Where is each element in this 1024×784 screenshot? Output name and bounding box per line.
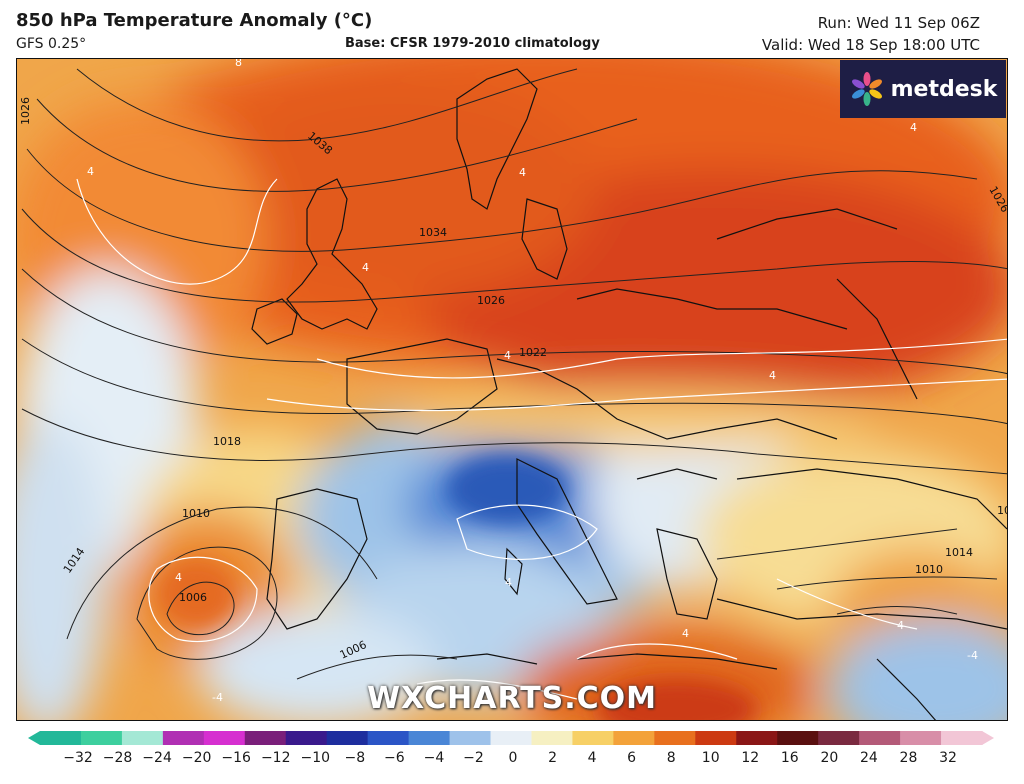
colorbar-tick-label: −8	[344, 750, 366, 766]
colorbar-tick-label: 6	[627, 750, 637, 766]
isobar-label: 1022	[519, 346, 547, 359]
colorbar-tick-label: 10	[701, 750, 720, 766]
chart-title: 850 hPa Temperature Anomaly (°C)	[16, 10, 373, 31]
colorbar-arrow-right	[982, 731, 994, 745]
colorbar-tick-label: 0	[508, 750, 518, 766]
colorbar-cell	[162, 731, 205, 745]
anomaly-label: 4	[769, 369, 776, 382]
colorbar-tick-label: 2	[548, 750, 557, 766]
colorbar-cell	[654, 731, 696, 745]
colorbar-tick-label: −12	[260, 750, 291, 766]
isobar-label: 1026	[19, 97, 32, 125]
isobar-label: 1018	[213, 435, 241, 448]
colorbar-ticks: −32 −28 −24 −20 −16 −12 −10 −8 −6 −4 −2 0 2 4 6 8 10 12 16…	[0, 750, 1024, 770]
colorbar-tick-label: −16	[221, 750, 251, 766]
anomaly-label: -4	[212, 691, 223, 704]
colorbar-cell	[900, 731, 942, 745]
colorbar-cell	[572, 731, 614, 745]
colorbar-tick-label: 16	[780, 750, 799, 766]
colorbar	[28, 731, 994, 745]
anomaly-label: 4	[682, 627, 689, 640]
anomaly-label: 4	[504, 349, 511, 362]
flower-icon	[851, 72, 882, 106]
anomaly-label: 4	[505, 576, 512, 589]
colorbar-tick-label: 28	[899, 750, 918, 766]
colorbar-tick-label: −24	[142, 750, 172, 766]
colorbar-cell	[941, 731, 983, 745]
colorbar-tick-label: −28	[102, 750, 133, 766]
colorbar-tick-label: 20	[820, 750, 839, 766]
colorbar-cell	[531, 731, 574, 745]
anomaly-label: 4	[362, 261, 369, 274]
colorbar-tick-label: −20	[181, 750, 212, 766]
anomaly-label: 4	[87, 165, 94, 178]
isobar-label: 1018	[997, 504, 1008, 517]
colorbar-cell	[408, 731, 451, 745]
map-canvas: 1038 1034 1026 1022 1018 1014 1010 1006 …	[17, 59, 1008, 720]
anomaly-field	[17, 59, 1007, 720]
colorbar-cell	[203, 731, 246, 745]
colorbar-cell	[80, 731, 123, 745]
colorbar-tick-label: 8	[666, 750, 676, 766]
colorbar-cell	[121, 731, 164, 745]
colorbar-tick-label: −2	[463, 750, 484, 766]
anomaly-label: 4	[175, 571, 182, 584]
wxcharts-watermark: WXCHARTS.COM	[366, 681, 658, 716]
isobar-label: 1034	[419, 226, 447, 239]
metdesk-logo-text: metdesk	[890, 76, 998, 102]
anomaly-label: 4	[910, 121, 917, 134]
coastlines	[251, 68, 1007, 720]
colorbar-cell	[818, 731, 860, 745]
colorbar-cell	[613, 731, 655, 745]
anomaly-labels: 8 4 4 4 4 4 4 -4 4 4 4 4 -4	[87, 59, 978, 704]
model-label: GFS 0.25°	[16, 36, 87, 52]
colorbar-cell	[859, 731, 901, 745]
colorbar-cell	[736, 731, 778, 745]
anomaly-label: 8	[235, 59, 242, 69]
colorbar-tick-label: −10	[300, 750, 331, 766]
colorbar-tick-label: 24	[859, 750, 878, 766]
isobar-label: 1010	[182, 507, 210, 520]
isobars	[21, 68, 1007, 680]
anomaly-label: 4	[897, 619, 904, 632]
isobar-label: 1010	[915, 563, 943, 576]
colorbar-cell	[285, 731, 328, 745]
anomaly-map: 1038 1034 1026 1022 1018 1014 1010 1006 …	[16, 58, 1008, 721]
colorbar-cell	[326, 731, 369, 745]
isobar-label: 1014	[945, 546, 973, 559]
colorbar-cell	[695, 731, 737, 745]
colorbar-tick-label: 12	[741, 750, 760, 766]
run-time-label: Run: Wed 11 Sep 06Z	[817, 14, 980, 32]
colorbar-cell	[449, 731, 492, 745]
colorbar-tick-label: 4	[587, 750, 597, 766]
colorbar-cell	[490, 731, 533, 745]
valid-time-label: Valid: Wed 18 Sep 18:00 UTC	[761, 36, 980, 54]
colorbar-tick-label: −4	[423, 750, 445, 766]
climatology-base-label: Base: CFSR 1979-2010 climatology	[345, 36, 600, 51]
isobar-label: 1006	[179, 591, 207, 604]
colorbar-cell	[777, 731, 819, 745]
colorbar-cell	[367, 731, 410, 745]
metdesk-logo: metdesk	[840, 60, 1006, 118]
anomaly-contours	[76, 178, 1007, 700]
anomaly-label: 4	[519, 166, 526, 179]
colorbar-tick-label: −6	[384, 750, 405, 766]
colorbar-arrow-left	[28, 731, 40, 745]
anomaly-label: -4	[967, 649, 978, 662]
colorbar-tick-label: −32	[63, 750, 93, 766]
isobar-label: 1026	[477, 294, 505, 307]
colorbar-cell	[40, 731, 82, 745]
colorbar-cell	[244, 731, 287, 745]
colorbar-tick-label: 32	[939, 750, 957, 766]
